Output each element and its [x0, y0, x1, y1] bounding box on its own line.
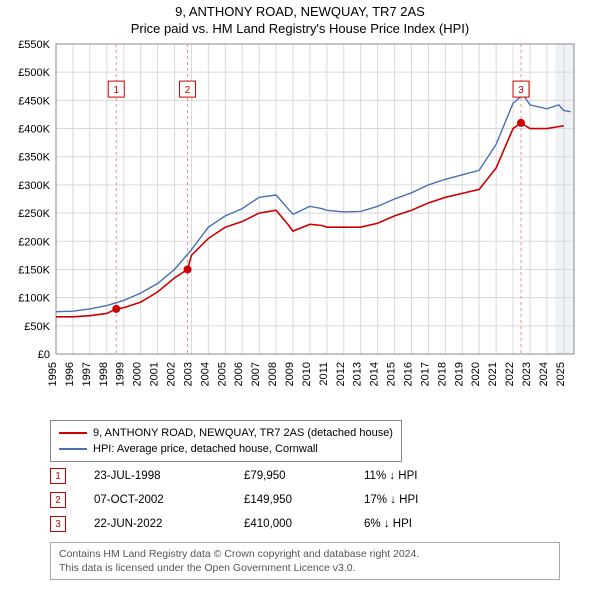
chart-svg: £0 £50K £100K £150K £200K £250K £300K £350K £400… — [0, 38, 600, 418]
chart-title: 9, ANTHONY ROAD, NEWQUAY, TR7 2AS — [0, 4, 600, 19]
svg-text:1995: 1995 — [47, 362, 59, 386]
legend-label: HPI: Average price, detached house, Corn… — [93, 443, 318, 455]
svg-text:2002: 2002 — [165, 362, 177, 386]
svg-text:2008: 2008 — [267, 362, 279, 386]
chart-subtitle: Price paid vs. HM Land Registry's House … — [0, 21, 600, 36]
svg-text:2: 2 — [185, 85, 191, 96]
sale-badge: 2 — [50, 492, 66, 508]
svg-text:£100K: £100K — [18, 293, 50, 305]
svg-text:2014: 2014 — [369, 362, 381, 386]
attribution-line: This data is licensed under the Open Gov… — [59, 561, 551, 575]
svg-text:£150K: £150K — [18, 264, 50, 276]
svg-text:2013: 2013 — [352, 362, 364, 386]
sale-hpi: 11% ↓ HPI — [364, 470, 484, 482]
sale-hpi: 17% ↓ HPI — [364, 494, 484, 506]
svg-text:£400K: £400K — [18, 124, 50, 136]
svg-text:2017: 2017 — [419, 362, 431, 386]
sales-table: 1 23-JUL-1998 £79,950 11% ↓ HPI 2 07-OCT… — [50, 464, 560, 536]
svg-text:2025: 2025 — [555, 362, 567, 386]
attribution-line: Contains HM Land Registry data © Crown c… — [59, 547, 551, 561]
sale-row: 1 23-JUL-1998 £79,950 11% ↓ HPI — [50, 464, 560, 488]
legend-swatch — [59, 448, 87, 450]
legend-row: HPI: Average price, detached house, Corn… — [59, 441, 393, 457]
svg-text:2003: 2003 — [182, 362, 194, 386]
svg-text:2016: 2016 — [402, 362, 414, 386]
sale-price: £410,000 — [244, 518, 364, 530]
svg-text:1: 1 — [113, 85, 119, 96]
svg-text:2005: 2005 — [216, 362, 228, 386]
page-root: 9, ANTHONY ROAD, NEWQUAY, TR7 2AS Price … — [0, 0, 600, 590]
svg-text:2004: 2004 — [199, 362, 211, 386]
svg-text:2007: 2007 — [250, 362, 262, 386]
svg-text:1999: 1999 — [115, 362, 127, 386]
svg-text:1997: 1997 — [81, 362, 93, 386]
svg-text:£550K: £550K — [18, 39, 50, 51]
svg-text:2022: 2022 — [504, 362, 516, 386]
sale-date: 07-OCT-2002 — [94, 494, 244, 506]
sale-price: £79,950 — [244, 470, 364, 482]
svg-text:1998: 1998 — [98, 362, 110, 386]
sale-badge: 1 — [50, 468, 66, 484]
attribution: Contains HM Land Registry data © Crown c… — [50, 542, 560, 580]
sale-row: 3 22-JUN-2022 £410,000 6% ↓ HPI — [50, 512, 560, 536]
svg-text:£50K: £50K — [24, 321, 50, 333]
legend-row: 9, ANTHONY ROAD, NEWQUAY, TR7 2AS (detac… — [59, 425, 393, 441]
svg-text:3: 3 — [518, 85, 524, 96]
svg-text:2021: 2021 — [487, 362, 499, 386]
svg-text:2019: 2019 — [453, 362, 465, 386]
svg-text:2001: 2001 — [149, 362, 161, 386]
chart-area: £0 £50K £100K £150K £200K £250K £300K £350K £400… — [0, 38, 600, 418]
svg-text:£0: £0 — [38, 349, 50, 361]
svg-text:£350K: £350K — [18, 152, 50, 164]
svg-text:2009: 2009 — [284, 362, 296, 386]
legend-swatch — [59, 432, 87, 434]
titles: 9, ANTHONY ROAD, NEWQUAY, TR7 2AS Price … — [0, 0, 600, 36]
svg-text:2000: 2000 — [132, 362, 144, 386]
svg-text:2012: 2012 — [335, 362, 347, 386]
svg-text:£300K: £300K — [18, 180, 50, 192]
sale-date: 22-JUN-2022 — [94, 518, 244, 530]
svg-text:2023: 2023 — [521, 362, 533, 386]
svg-text:£250K: £250K — [18, 208, 50, 220]
sale-price: £149,950 — [244, 494, 364, 506]
svg-text:2015: 2015 — [386, 362, 398, 386]
sale-hpi: 6% ↓ HPI — [364, 518, 484, 530]
svg-text:£500K: £500K — [18, 67, 50, 79]
svg-text:2020: 2020 — [470, 362, 482, 386]
svg-text:2024: 2024 — [538, 362, 550, 386]
svg-text:2006: 2006 — [233, 362, 245, 386]
sale-date: 23-JUL-1998 — [94, 470, 244, 482]
svg-text:£450K: £450K — [18, 95, 50, 107]
legend-label: 9, ANTHONY ROAD, NEWQUAY, TR7 2AS (detac… — [93, 427, 393, 439]
sale-badge: 3 — [50, 516, 66, 532]
svg-text:2011: 2011 — [318, 362, 330, 386]
svg-text:£200K: £200K — [18, 236, 50, 248]
svg-text:1996: 1996 — [64, 362, 76, 386]
sale-row: 2 07-OCT-2002 £149,950 17% ↓ HPI — [50, 488, 560, 512]
svg-text:2018: 2018 — [436, 362, 448, 386]
svg-text:2010: 2010 — [301, 362, 313, 386]
legend: 9, ANTHONY ROAD, NEWQUAY, TR7 2AS (detac… — [50, 420, 402, 462]
